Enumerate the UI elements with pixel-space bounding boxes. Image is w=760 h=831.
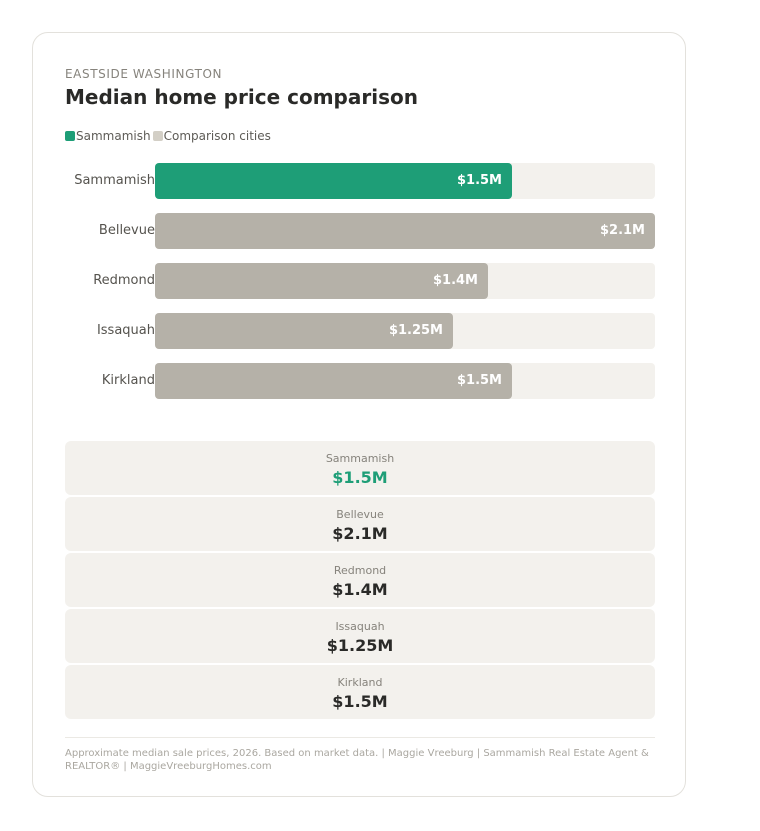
category-label: Bellevue — [98, 223, 155, 238]
bar-row: Bellevue $2.1M — [33, 213, 687, 249]
stat-list: Sammamish $1.5M Bellevue $2.1M Redmond $1.4M I… — [65, 441, 655, 721]
bar-chart: Sammamish $1.5M Bellevue $2.1M Redmond $1.4M I… — [33, 163, 687, 403]
stat-value: $1.5M — [332, 468, 388, 487]
bar-issaquah: $1.25M — [155, 313, 453, 349]
bar-track: $2.1M — [155, 213, 655, 249]
legend: Sammamish Comparison cities — [65, 129, 271, 143]
stat-value: $1.25M — [326, 636, 394, 655]
legend-swatch-highlight — [65, 131, 75, 141]
bar-row: Kirkland $1.5M — [33, 363, 687, 399]
chart-card: EASTSIDE WASHINGTON Median home price co… — [32, 32, 686, 797]
bar-value-label: $1.5M — [456, 373, 502, 388]
stat-name: Redmond — [333, 564, 387, 577]
bar-row: Issaquah $1.25M — [33, 313, 687, 349]
chart-title: Median home price comparison — [65, 85, 418, 109]
footnote: Approximate median sale prices, 2026. Ba… — [65, 748, 649, 772]
legend-item-highlight: Sammamish — [65, 129, 151, 143]
bar-row: Sammamish $1.5M — [33, 163, 687, 199]
stat-tile: Bellevue $2.1M — [65, 497, 655, 551]
bar-track: $1.5M — [155, 163, 655, 199]
stat-name: Bellevue — [336, 508, 384, 521]
legend-swatch-comparison — [152, 131, 163, 141]
footer-divider — [65, 737, 655, 738]
bar-kirkland: $1.5M — [155, 363, 512, 399]
bar-track: $1.4M — [155, 263, 655, 299]
category-label: Redmond — [93, 273, 155, 288]
stat-value: $2.1M — [332, 524, 388, 543]
stat-name: Issaquah — [335, 620, 385, 633]
eyebrow-label: EASTSIDE WASHINGTON — [65, 67, 223, 81]
stat-value: $1.4M — [332, 580, 388, 599]
bar-value-label: $1.25M — [388, 323, 443, 338]
stat-name: Sammamish — [325, 452, 395, 465]
bar-bellevue: $2.1M — [155, 213, 655, 249]
stat-value: $1.5M — [332, 692, 388, 711]
stat-tile: Redmond $1.4M — [65, 553, 655, 607]
bar-track: $1.25M — [155, 313, 655, 349]
category-label: Issaquah — [96, 323, 155, 338]
bar-track: $1.5M — [155, 363, 655, 399]
category-label: Sammamish — [74, 173, 155, 188]
bar-sammamish: $1.5M — [155, 163, 512, 199]
category-label: Kirkland — [101, 373, 155, 388]
legend-label-comparison: Comparison cities — [163, 129, 271, 143]
legend-item-comparison: Comparison cities — [152, 129, 271, 143]
bar-value-label: $2.1M — [599, 223, 645, 238]
stat-tile: Sammamish $1.5M — [65, 441, 655, 495]
bar-value-label: $1.5M — [456, 173, 502, 188]
stat-tile: Kirkland $1.5M — [65, 665, 655, 719]
bar-value-label: $1.4M — [432, 273, 478, 288]
legend-label-highlight: Sammamish — [76, 129, 151, 143]
bar-row: Redmond $1.4M — [33, 263, 687, 299]
stat-name: Kirkland — [337, 676, 383, 689]
stat-tile: Issaquah $1.25M — [65, 609, 655, 663]
bar-redmond: $1.4M — [155, 263, 488, 299]
